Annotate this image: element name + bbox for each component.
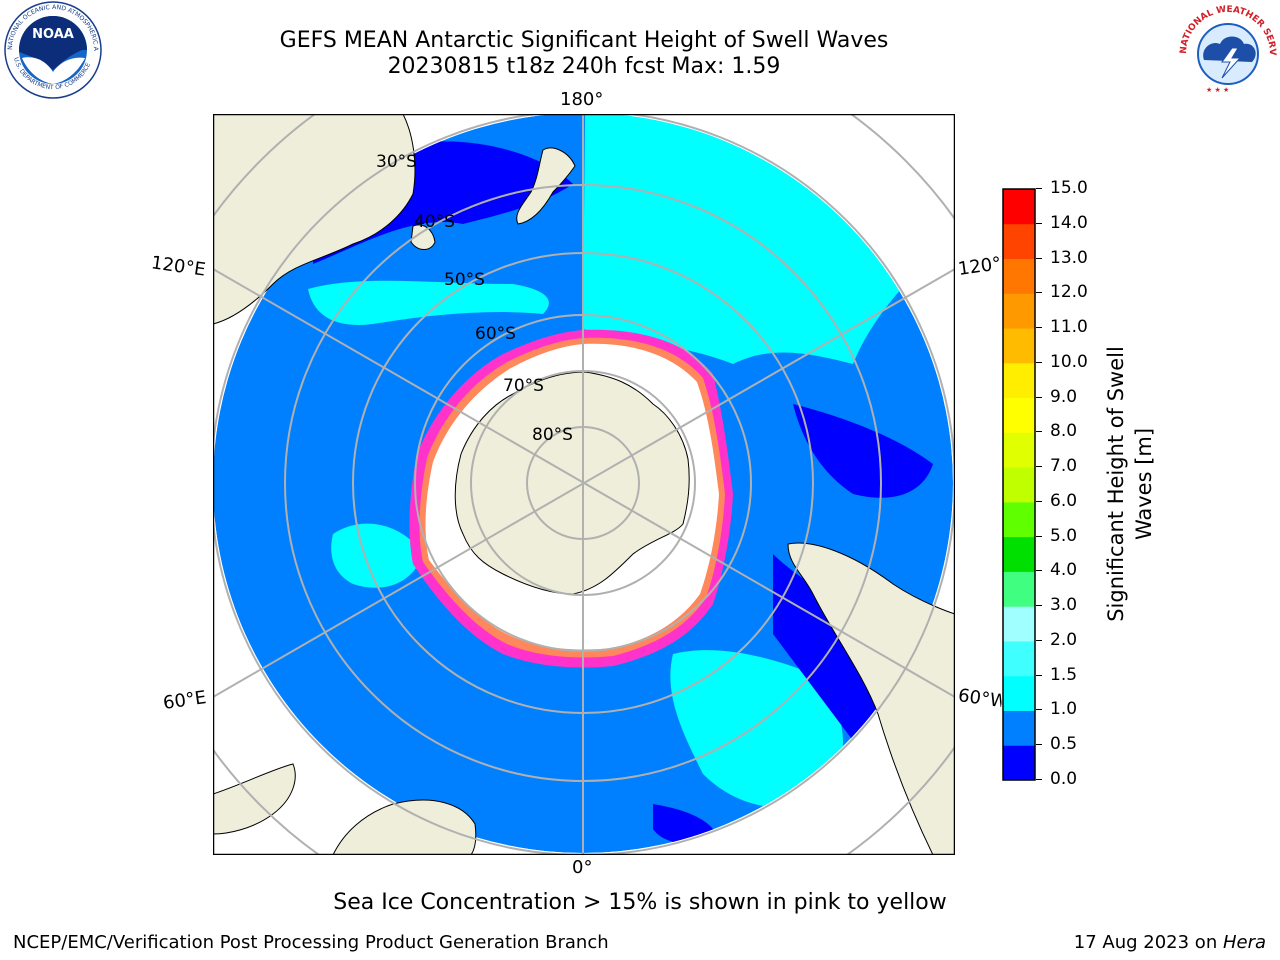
svg-text:NOAA: NOAA — [32, 27, 74, 42]
footer-host: Hera — [1222, 932, 1266, 953]
colorbar-bin — [1003, 606, 1035, 642]
colorbar-tick-mark — [1036, 466, 1042, 468]
colorbar-tick-mark — [1036, 535, 1042, 537]
colorbar-bin — [1003, 675, 1035, 711]
colorbar-tick-label: 13.0 — [1050, 247, 1088, 268]
land-africa — [332, 799, 477, 855]
lat-label-60s: 60°S — [475, 324, 516, 344]
colorbar-tick-mark — [1036, 257, 1042, 259]
colorbar-bin — [1003, 328, 1035, 364]
colorbar-tick-label: 6.0 — [1050, 490, 1078, 511]
colorbar-bin — [1003, 536, 1035, 572]
lon-label-0: 0° — [572, 857, 593, 878]
footer-credit: NCEP/EMC/Verification Post Processing Pr… — [13, 932, 609, 953]
colorbar-tick-label: 7.0 — [1050, 456, 1078, 477]
lat-label-30s: 30°S — [376, 152, 417, 172]
chart-title: GEFS MEAN Antarctic Significant Height o… — [279, 28, 889, 53]
lon-label-120e: 120°E — [149, 252, 207, 281]
colorbar-bin — [1003, 745, 1035, 781]
colorbar-tick-mark — [1036, 327, 1042, 329]
colorbar-bin — [1003, 501, 1035, 538]
low-swell-atlantic-coast — [773, 554, 894, 754]
colorbar-tick-mark — [1036, 570, 1042, 572]
lat-label-50s: 50°S — [444, 270, 485, 290]
colorbar-label-line1: Significant Height of Swell — [1104, 346, 1128, 622]
lon-label-120w: 120°W — [956, 253, 1004, 280]
colorbar-bin — [1003, 397, 1035, 433]
colorbar-label: Significant Height of Swell Waves [m] — [1102, 346, 1158, 622]
colorbar-tick-mark — [1036, 222, 1042, 224]
colorbar-tick-label: 1.5 — [1050, 664, 1078, 685]
colorbar-tick-label: 0.0 — [1050, 769, 1078, 789]
land-tasmania — [410, 224, 436, 250]
colorbar-bin — [1003, 710, 1035, 746]
colorbar-bin — [1003, 571, 1035, 607]
lon-label-60e: 60°E — [161, 687, 208, 714]
colorbar-tick-mark — [1036, 396, 1042, 398]
colorbar-tick-label: 2.0 — [1050, 629, 1078, 650]
colorbar-tick-mark — [1036, 639, 1042, 641]
colorbar-tick-label: 1.0 — [1050, 699, 1078, 720]
graticule — [213, 114, 955, 855]
map-frame — [213, 114, 955, 855]
colorbar-tick-label: 3.0 — [1050, 595, 1078, 616]
colorbar-tick-label: 14.0 — [1050, 212, 1088, 233]
colorbar-tick-mark — [1036, 431, 1042, 433]
colorbar-tick-mark — [1036, 605, 1042, 607]
colorbar-tick-mark — [1036, 500, 1042, 502]
footer-date: 17 Aug 2023 on Hera — [1074, 932, 1266, 953]
colorbar-tick-label: 4.0 — [1050, 560, 1078, 581]
colorbar-tick-label: 15.0 — [1050, 178, 1088, 198]
colorbar-tick-label: 8.0 — [1050, 421, 1078, 442]
colorbar-bin — [1003, 362, 1035, 399]
colorbar-tick-label: 0.5 — [1050, 734, 1078, 755]
swell-region-west — [331, 523, 423, 588]
colorbar-tick-label: 12.0 — [1050, 282, 1088, 303]
colorbar-tick-label: 10.0 — [1050, 351, 1088, 372]
colorbar-tick-label: 9.0 — [1050, 386, 1078, 407]
colorbar-tick-mark — [1036, 361, 1042, 363]
colorbar — [1002, 188, 1036, 781]
lat-label-40s: 40°S — [414, 212, 455, 232]
sea-ice-note: Sea Ice Concentration > 15% is shown in … — [333, 890, 947, 915]
colorbar-bin — [1003, 432, 1035, 468]
colorbar-tick-mark — [1036, 709, 1042, 711]
colorbar-bin — [1003, 258, 1035, 294]
colorbar-bin — [1003, 293, 1035, 329]
colorbar-bin — [1003, 223, 1035, 260]
colorbar-tick-mark — [1036, 188, 1042, 189]
nws-logo: NATIONAL WEATHER SERVICE ★ ★ ★ — [1176, 0, 1277, 99]
colorbar-tick-label: 5.0 — [1050, 525, 1078, 546]
colorbar-tick-mark — [1036, 779, 1042, 780]
swell-region-south-atlantic — [670, 650, 843, 808]
colorbar-bin — [1003, 640, 1035, 677]
lon-label-180: 180° — [560, 89, 604, 110]
footer-date-text: 17 Aug 2023 on — [1073, 932, 1223, 953]
colorbar-label-line2: Waves [m] — [1132, 427, 1156, 541]
colorbar-tick-mark — [1036, 292, 1042, 294]
chart-subtitle: 20230815 t18z 240h fcst Max: 1.59 — [387, 54, 781, 79]
noaa-logo: NATIONAL OCEANIC AND ATMOSPHERIC ADMINIS… — [0, 0, 102, 99]
colorbar-tick-mark — [1036, 744, 1042, 746]
colorbar-bin — [1003, 189, 1035, 225]
low-swell-east — [793, 404, 933, 498]
land-australia — [213, 114, 416, 325]
colorbar-bin — [1003, 467, 1035, 503]
land-south-america — [787, 542, 955, 855]
swell-region-indian — [308, 280, 549, 325]
polar-map — [213, 114, 955, 855]
colorbar-tick-label: 11.0 — [1050, 317, 1088, 338]
lon-label-60w: 60°W — [956, 685, 1004, 712]
colorbar-tick-mark — [1036, 674, 1042, 676]
svg-text:★ ★ ★: ★ ★ ★ — [1206, 86, 1229, 94]
lat-label-80s: 80°S — [532, 425, 573, 445]
lat-label-70s: 70°S — [503, 376, 544, 396]
colorbar-ticks: 15.0 14.0 13.0 12.0 11.0 10.0 9.0 8.0 7.0 6.0 5.0 4… — [1036, 178, 1100, 790]
